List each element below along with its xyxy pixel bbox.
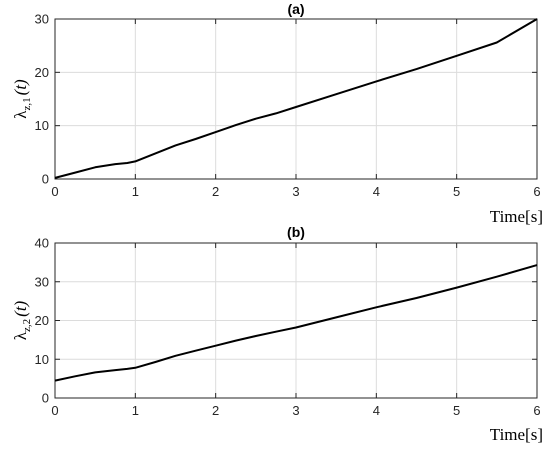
subplot-title: (b) (287, 224, 305, 240)
y-tick-label: 10 (35, 118, 49, 133)
y-axis-label: λz,2 (t) (11, 300, 33, 340)
x-axis-label: Time[s] (490, 425, 543, 444)
x-tick-label: 3 (292, 403, 299, 418)
x-tick-label: 4 (373, 184, 380, 199)
y-axis-label-sub: z,2 (21, 319, 33, 332)
subplot-b: 0 1 2 3 4 5 6 0 10 20 30 40 (b) Time[s] λz,2 (t) (11, 224, 543, 444)
y-axis-label-main: λ (11, 110, 30, 119)
x-tick-label: 3 (292, 184, 299, 199)
y-axis-label-main: λ (11, 331, 30, 340)
y-axis-label: λz,1 (t) (11, 79, 33, 119)
subplot-title: (a) (287, 1, 304, 17)
y-tick-label: 40 (35, 236, 49, 251)
x-tick-label: 1 (132, 403, 139, 418)
y-tick-label: 30 (35, 274, 49, 289)
x-tick-label: 4 (373, 403, 380, 418)
x-tick-label: 5 (453, 184, 460, 199)
y-tick-label: 0 (42, 172, 49, 187)
y-tick-label: 10 (35, 352, 49, 367)
x-axis-label: Time[s] (490, 207, 543, 226)
x-tick-label: 5 (453, 403, 460, 418)
y-tick-label: 30 (35, 12, 49, 27)
y-axis-label-arg: (t) (11, 300, 30, 316)
series-line (54, 264, 538, 382)
y-tick-label: 20 (35, 65, 49, 80)
y-axis-label-arg: (t) (11, 79, 30, 95)
x-tick-label: 0 (51, 403, 58, 418)
y-axis-label-sub: z,1 (21, 97, 33, 110)
subplot-a: 0 1 2 3 4 5 6 0 10 20 30 (a) Time[s] λz,1 (t) (11, 1, 543, 226)
y-tick-label: 20 (35, 313, 49, 328)
x-tick-label: 6 (533, 403, 540, 418)
y-tick-label: 0 (42, 391, 49, 406)
x-tick-label: 0 (51, 184, 58, 199)
x-tick-label: 2 (212, 184, 219, 199)
x-tick-label: 6 (533, 184, 540, 199)
x-tick-label: 2 (212, 403, 219, 418)
series-line (54, 18, 538, 179)
x-tick-label: 1 (132, 184, 139, 199)
